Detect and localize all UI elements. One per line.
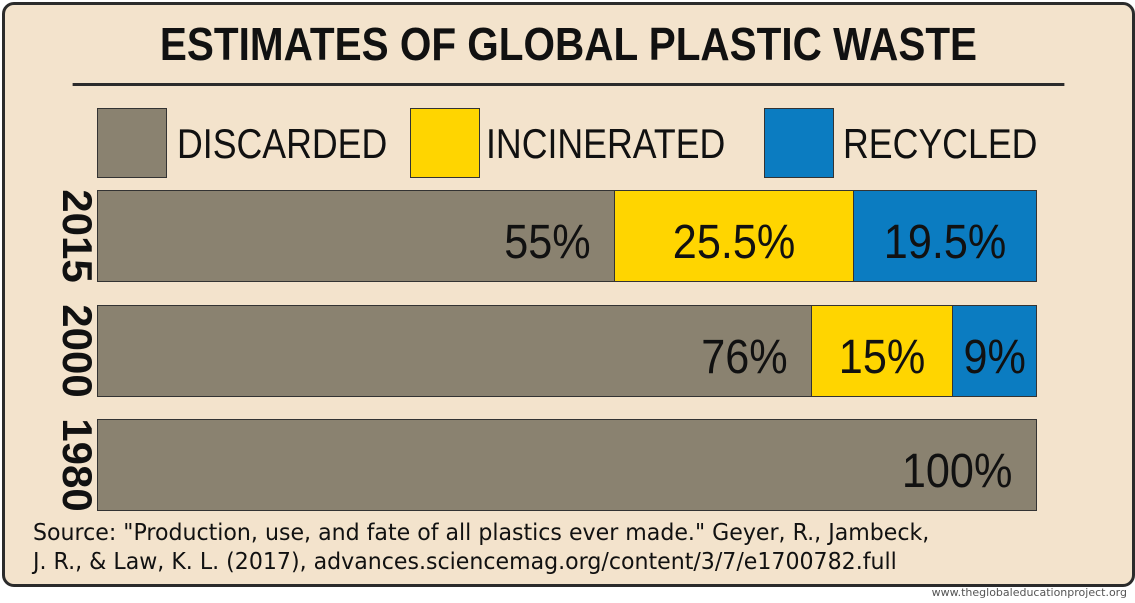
data-label-2000-recycled: 9% — [963, 330, 1026, 384]
year-label-2000: 2000 — [54, 304, 101, 398]
legend-label-incinerated: INCINERATED — [486, 120, 726, 167]
bar-2000-incinerated: 15% — [810, 306, 952, 396]
source-citation: Source: "Production, use, and fate of al… — [33, 519, 1070, 577]
bar-2015-discarded: 55% — [98, 191, 614, 281]
chart-frame: ESTIMATES OF GLOBAL PLASTIC WASTE DISCAR… — [2, 2, 1135, 587]
bar-2000-discarded: 76% — [98, 306, 811, 396]
legend-swatch-discarded — [97, 108, 167, 178]
site-credit: www.theglobaleducationproject.org — [931, 586, 1127, 599]
bar-2000-recycled: 9% — [951, 306, 1036, 396]
data-label-2015-incinerated: 25.5% — [672, 215, 796, 269]
source-line-2: J. R., & Law, K. L. (2017), advances.sci… — [33, 549, 897, 575]
data-label-2015-recycled: 19.5% — [883, 215, 1007, 269]
year-label-1980: 1980 — [54, 418, 101, 512]
chart-title: ESTIMATES OF GLOBAL PLASTIC WASTE — [72, 5, 1065, 86]
data-label-2000-discarded: 76% — [701, 330, 788, 384]
legend-label-discarded: DISCARDED — [177, 120, 388, 167]
bar-1980-discarded: 100% — [98, 420, 1036, 510]
legend-label-recycled: RECYCLED — [843, 120, 1038, 167]
data-label-2015-discarded: 55% — [504, 215, 591, 269]
year-label-2015: 2015 — [54, 189, 101, 283]
data-label-1980-discarded: 100% — [902, 444, 1013, 498]
bar-2015-recycled: 19.5% — [853, 191, 1036, 281]
data-label-2000-incinerated: 15% — [838, 330, 925, 384]
bar-2015-incinerated: 25.5% — [613, 191, 854, 281]
bar-row-2000: 76% 15% 9% — [97, 305, 1037, 397]
bar-row-2015: 55% 25.5% 19.5% — [97, 190, 1037, 282]
source-line-1: Source: "Production, use, and fate of al… — [33, 520, 930, 546]
legend-swatch-recycled — [764, 108, 834, 178]
bar-row-1980: 100% — [97, 419, 1037, 511]
legend-swatch-incinerated — [410, 108, 480, 178]
